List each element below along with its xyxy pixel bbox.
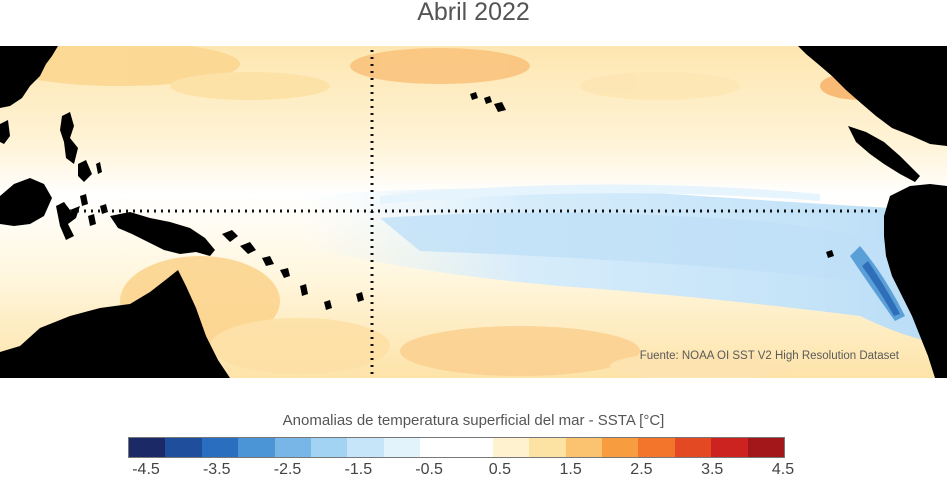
colorbar-tick-label: -4.5 — [132, 461, 160, 478]
colorbar-swatch — [383, 438, 421, 457]
colorbar-swatch — [529, 438, 566, 457]
colorbar-swatch — [674, 438, 712, 457]
colorbar-swatch — [274, 438, 311, 457]
colorbar-tick-label: -3.5 — [202, 461, 231, 478]
colorbar-swatch — [347, 438, 384, 457]
colorbar-tick-label: 2.5 — [630, 461, 653, 478]
colorbar-swatch — [129, 438, 166, 457]
hawaii-islands — [470, 92, 478, 100]
colorbar-ticks: -4.5 -3.5 -2.5 -1.5 -0.5 0.5 1.5 2.5 3.5 4.5 — [0, 461, 947, 481]
colorbar-swatch — [747, 438, 785, 457]
central-america-land — [848, 126, 920, 182]
data-source-note: Fuente: NOAA OI SST V2 High Resolution D… — [639, 350, 899, 362]
sst-anomaly-map — [0, 46, 947, 378]
colorbar-swatch — [565, 438, 603, 457]
colorbar-swatch — [420, 438, 457, 457]
colorbar-swatch — [456, 438, 493, 457]
colorbar — [128, 437, 786, 458]
south-america-land — [884, 184, 947, 378]
philippines-land — [60, 112, 78, 164]
borneo-land — [0, 178, 52, 226]
cold-tongue — [300, 184, 947, 346]
colorbar-tick-label: 0.5 — [488, 461, 511, 478]
australia-land — [0, 270, 230, 378]
land-masses — [0, 46, 947, 378]
colorbar-swatch — [238, 438, 275, 457]
colorbar-swatch — [711, 438, 748, 457]
asia-land — [0, 46, 58, 108]
colorbar-tick-label: 3.5 — [701, 461, 724, 478]
colorbar-swatch — [602, 438, 639, 457]
colorbar-swatch — [638, 438, 675, 457]
colorbar-title: Anomalias de temperatura superficial del… — [282, 412, 665, 429]
colorbar-tick-label: 1.5 — [559, 461, 582, 478]
colorbar-tick-label: -2.5 — [273, 461, 302, 478]
colorbar-tick-label: -0.5 — [415, 461, 443, 478]
americas-land — [798, 46, 947, 146]
colorbar-tick-label: -1.5 — [344, 461, 373, 478]
new-guinea-land — [110, 212, 215, 256]
colorbar-swatch — [492, 438, 530, 457]
colorbar-swatch — [201, 438, 239, 457]
map-title: Abril 2022 — [417, 0, 530, 26]
colorbar-swatch — [310, 438, 348, 457]
warm-anomaly-patches — [0, 46, 900, 378]
colorbar-swatch — [165, 438, 202, 457]
colorbar-tick-label: 4.5 — [771, 461, 795, 478]
